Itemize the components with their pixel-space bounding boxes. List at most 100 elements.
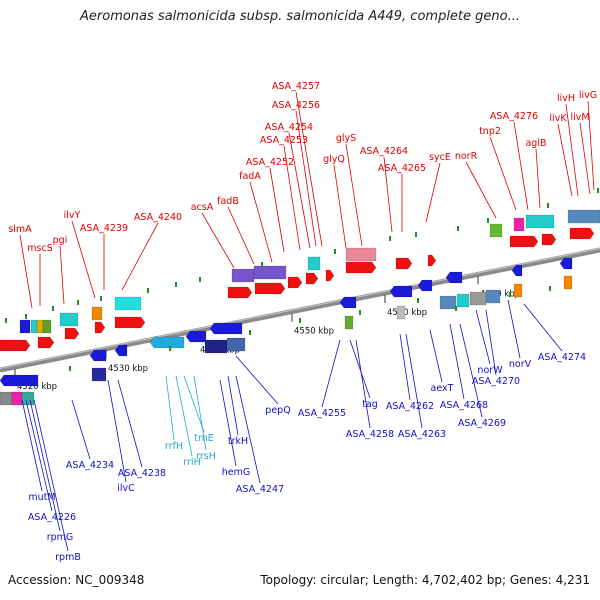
forward-label-asa_4256: ASA_4256	[272, 100, 320, 111]
forward-label-norr-leader	[465, 161, 497, 219]
forward-gene-arrow	[64, 327, 80, 340]
reverse-label-mutm-leader	[21, 399, 43, 492]
forward-gene-arrow	[325, 269, 335, 282]
backbone-highlight	[0, 248, 600, 369]
forward-label-asa_4257-leader	[295, 91, 323, 247]
tick-label: 4570 kbp	[480, 289, 520, 299]
forward-label-pgi-leader	[59, 245, 65, 305]
forward-gene-arrow	[305, 272, 319, 285]
reverse-label-ilvc: ilvC	[117, 483, 135, 494]
forward-gene-arrow	[427, 254, 437, 267]
reverse-label-asa_4258-leader	[355, 339, 371, 429]
reverse-label-norv-leader	[507, 299, 521, 359]
reverse-label-aext: aexT	[431, 383, 454, 394]
forward-label-tnp2-leader	[489, 136, 517, 211]
forward-gene-box	[30, 319, 38, 334]
forward-label-livm-leader	[579, 122, 591, 195]
rna-label-rrlh-leader	[175, 375, 193, 457]
rna-label-rrlh: rrlH	[183, 457, 200, 468]
forward-label-fadb: fadB	[217, 196, 239, 207]
reverse-label-asa_4263: ASA_4263	[398, 429, 446, 440]
reverse-label-hemg-leader	[219, 379, 237, 467]
reverse-label-asa_4238: ASA_4238	[118, 468, 166, 479]
tick-label: 4560 kbp	[387, 308, 427, 318]
reverse-label-pepq: pepQ	[265, 405, 290, 416]
rna-label-rrsh: rrsH	[196, 451, 216, 462]
reverse-label-tag-leader	[349, 339, 371, 399]
reverse-gene-arrow	[114, 344, 128, 357]
reverse-label-asa_4262-leader	[399, 333, 411, 401]
reverse-label-norw: norW	[477, 365, 503, 376]
rna-label-trne-leader	[183, 375, 205, 433]
forward-label-pgi: pgi	[53, 235, 68, 246]
forward-label-acsa: acsA	[191, 202, 214, 213]
forward-label-asa_4240: ASA_4240	[134, 212, 182, 223]
forward-label-mscs: mscS	[27, 243, 52, 254]
forward-gene-box	[345, 247, 377, 262]
forward-label-ilvy: ilvY	[64, 210, 81, 221]
reverse-label-asa_4263-leader	[405, 333, 423, 429]
reverse-gene-arrow	[339, 296, 357, 309]
forward-label-fadb-leader	[227, 206, 255, 265]
reverse-label-asa_4247: ASA_4247	[236, 484, 284, 495]
reverse-label-trkh-leader	[227, 375, 239, 436]
tick-label: 4530 kbp	[108, 364, 148, 374]
reverse-gene-arrow	[89, 349, 107, 362]
forward-label-glys-leader	[345, 143, 363, 247]
tick-label: 4550 kbp	[294, 327, 334, 337]
reverse-label-ilvc-leader	[107, 379, 127, 483]
forward-gene-arrow	[541, 233, 557, 246]
reverse-gene-arrow	[417, 279, 433, 292]
reverse-label-asa_4234-leader	[71, 399, 91, 460]
reverse-gene-box	[439, 295, 457, 310]
reverse-label-asa_4234: ASA_4234	[66, 460, 114, 471]
accession-text: Accession: NC_009348	[8, 573, 145, 587]
forward-gene-box	[489, 223, 503, 238]
forward-label-livh-leader	[565, 103, 579, 197]
reverse-label-asa_4258: ASA_4258	[346, 429, 394, 440]
forward-label-livh: livH	[557, 93, 575, 104]
tick-label: 4520 kbp	[17, 382, 57, 392]
forward-label-acsa-leader	[201, 212, 235, 269]
forward-label-asa_4254-leader	[288, 132, 311, 249]
forward-gene-box	[42, 319, 52, 334]
forward-label-asa_4253: ASA_4253	[260, 135, 308, 146]
forward-gene-box	[253, 265, 287, 280]
forward-label-fada-leader	[249, 181, 273, 263]
forward-label-asa_4257: ASA_4257	[272, 81, 320, 92]
reverse-label-rpmb-leader	[33, 399, 69, 552]
reverse-label-hemg: hemG	[222, 467, 250, 478]
forward-gene-box	[36, 319, 44, 334]
forward-label-glyq: glyQ	[323, 154, 345, 165]
forward-label-glys: glyS	[336, 133, 356, 144]
forward-gene-box	[525, 214, 555, 229]
rna-label-rrsh-leader	[193, 375, 207, 451]
forward-gene-arrow	[254, 282, 286, 295]
reverse-gene-arrow	[511, 264, 523, 277]
forward-label-asa_4264: ASA_4264	[360, 146, 408, 157]
forward-label-slma: slmA	[8, 224, 32, 235]
reverse-label-rpmb: rpmB	[55, 552, 81, 563]
forward-label-asa_4252: ASA_4252	[246, 157, 294, 168]
reverse-gene-arrow	[209, 322, 243, 335]
forward-gene-box	[513, 217, 525, 232]
reverse-gene-arrow	[0, 374, 39, 387]
forward-gene-box	[19, 319, 31, 334]
forward-label-asa_4254: ASA_4254	[265, 122, 313, 133]
reverse-label-asa_4274-leader	[523, 303, 563, 352]
forward-gene-box	[114, 296, 142, 311]
reverse-label-rpmg: rpmG	[47, 532, 74, 543]
reverse-gene-box	[91, 367, 107, 382]
forward-label-asa_4276: ASA_4276	[490, 111, 538, 122]
forward-label-fada: fadA	[239, 171, 261, 182]
forward-label-tnp2: tnp2	[479, 126, 501, 137]
reverse-label-asa_4262: ASA_4262	[386, 401, 434, 412]
reverse-gene-arrow	[559, 257, 573, 270]
reverse-gene-arrow	[445, 271, 463, 284]
forward-gene-arrow	[227, 286, 253, 299]
forward-label-aglb-leader	[535, 148, 541, 209]
forward-label-norr: norR	[455, 151, 478, 162]
reverse-gene-box	[485, 289, 501, 304]
forward-label-asa_4264-leader	[383, 156, 393, 233]
reverse-label-asa_4226-leader	[25, 399, 53, 512]
